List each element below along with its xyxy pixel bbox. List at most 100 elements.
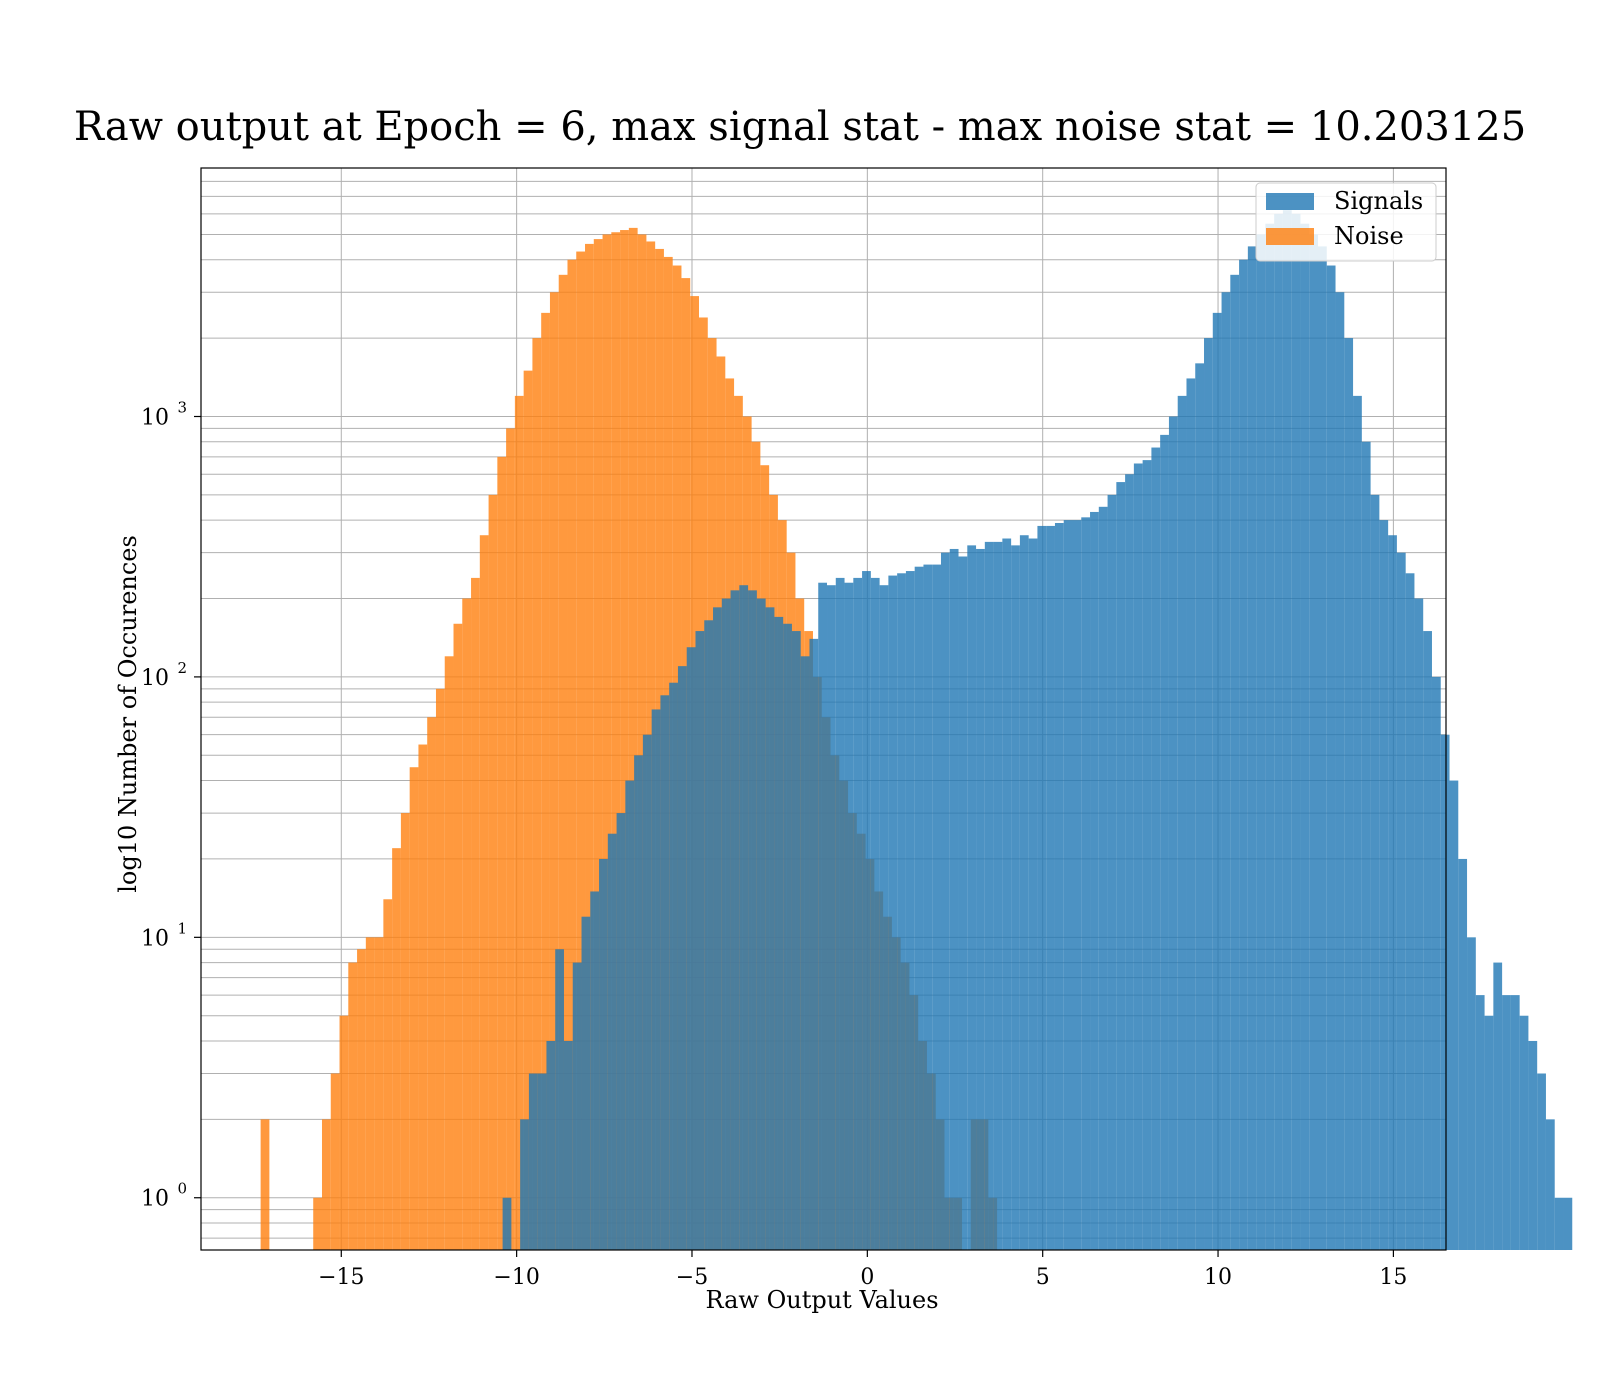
- noise-bar: [576, 251, 586, 1250]
- x-tick-label: −10: [493, 1265, 539, 1290]
- plot-frame: [200, 167, 1447, 1251]
- signals-bar: [905, 571, 915, 1250]
- signals-bar: [546, 1040, 556, 1250]
- noise-bar: [637, 234, 647, 1250]
- signals-bar: [835, 577, 845, 1250]
- signals-bar: [1405, 573, 1415, 1250]
- signals-bar: [1379, 520, 1389, 1250]
- signals-bar: [976, 548, 985, 1250]
- x-tick-label: 5: [1036, 1265, 1050, 1290]
- noise-bar: [532, 338, 542, 1250]
- signals-bar: [1300, 223, 1310, 1251]
- signals-bar: [1388, 535, 1397, 1250]
- bars: [260, 210, 1573, 1251]
- signals-bar: [1537, 1073, 1546, 1250]
- signals-bar: [1239, 259, 1248, 1250]
- signals-bar: [1361, 441, 1371, 1250]
- signals-bar: [1528, 1040, 1538, 1250]
- y-tick-label: 10: [141, 926, 169, 951]
- signals-bar: [1037, 525, 1047, 1250]
- noise-bar: [374, 937, 384, 1250]
- signals-bar: [1221, 292, 1231, 1251]
- x-tick-label: 10: [1204, 1265, 1232, 1290]
- signals-bar: [879, 585, 889, 1250]
- signals-bar: [1510, 995, 1520, 1250]
- signals-bar: [677, 666, 687, 1250]
- signals-bar: [862, 571, 871, 1250]
- noise-bar: [497, 456, 507, 1251]
- noise-bar: [357, 949, 366, 1250]
- signals-bar: [984, 541, 994, 1250]
- signals-bar: [713, 607, 722, 1250]
- signals-bar: [1116, 482, 1126, 1250]
- noise-bar: [321, 1119, 331, 1250]
- signals-bar: [853, 577, 863, 1250]
- noise-bar: [383, 899, 393, 1250]
- signals-bar: [1458, 858, 1468, 1250]
- signals-bar: [1519, 1015, 1529, 1250]
- y-tick-label: 10: [141, 666, 169, 691]
- signals-bar: [1370, 494, 1380, 1250]
- noise-bar: [628, 227, 638, 1250]
- signals-bar: [730, 590, 740, 1250]
- signals-bar: [607, 833, 617, 1250]
- signals-bar: [923, 564, 933, 1250]
- signals-bar: [958, 556, 968, 1250]
- x-axis-ticks: −15 −10 −5 0 5 10 15: [318, 1250, 1407, 1290]
- x-tick-label: 0: [860, 1265, 874, 1290]
- signals-bar: [1291, 213, 1301, 1251]
- signals-bar: [1002, 538, 1012, 1250]
- y-tick-exponent: 1: [177, 919, 187, 937]
- signals-bar: [800, 656, 810, 1250]
- signals-bar: [642, 734, 652, 1250]
- signals-bar: [1247, 246, 1257, 1250]
- signals-bar: [1125, 474, 1134, 1250]
- noise-bar: [549, 292, 559, 1251]
- noise-bar: [435, 688, 445, 1250]
- noise-bar: [541, 312, 550, 1250]
- signals-bar: [1160, 434, 1169, 1250]
- noise-bar: [348, 962, 358, 1250]
- signals-bar: [520, 1119, 529, 1250]
- series-signals: [502, 210, 1573, 1251]
- signals-bar: [1107, 494, 1117, 1250]
- noise-bar: [409, 767, 419, 1250]
- signals-bar: [1204, 338, 1213, 1250]
- signals-bar: [897, 573, 906, 1250]
- noise-bar: [444, 656, 454, 1250]
- noise-bar: [418, 744, 428, 1250]
- signals-bar: [704, 620, 714, 1250]
- signals-bar: [1090, 511, 1099, 1250]
- signals-bar: [932, 564, 941, 1250]
- signals-bar: [634, 755, 643, 1250]
- signals-bar: [1545, 1119, 1555, 1250]
- y-axis-ticks: 10 0 10 1 10 2 10 3: [141, 398, 201, 1212]
- noise-bar: [400, 813, 410, 1250]
- signals-bar: [1072, 520, 1082, 1250]
- signals-bar: [1396, 552, 1406, 1250]
- x-axis-label: Raw Output Values: [705, 1286, 938, 1314]
- signals-bar: [949, 548, 959, 1250]
- signals-bar: [1142, 460, 1152, 1250]
- signals-bar: [1563, 1197, 1573, 1250]
- signals-bar: [1098, 506, 1108, 1250]
- signals-bar: [572, 962, 582, 1250]
- legend-swatch-noise: [1266, 228, 1314, 245]
- signals-bar: [502, 1197, 512, 1250]
- signals-bar: [669, 682, 678, 1250]
- signals-bar: [721, 598, 731, 1250]
- signals-bar: [1414, 598, 1424, 1250]
- signals-bar: [940, 552, 950, 1250]
- signals-bar: [563, 1040, 573, 1250]
- noise-bar: [488, 494, 498, 1250]
- signals-bar: [748, 590, 757, 1250]
- noise-bar: [462, 598, 472, 1250]
- signals-bar: [809, 638, 819, 1250]
- signals-bar: [993, 541, 1003, 1250]
- signals-bar: [1054, 522, 1064, 1250]
- signals-bar: [651, 709, 661, 1250]
- signals-bar: [528, 1073, 538, 1250]
- signals-bar: [555, 949, 564, 1250]
- signals-bar: [1309, 234, 1318, 1250]
